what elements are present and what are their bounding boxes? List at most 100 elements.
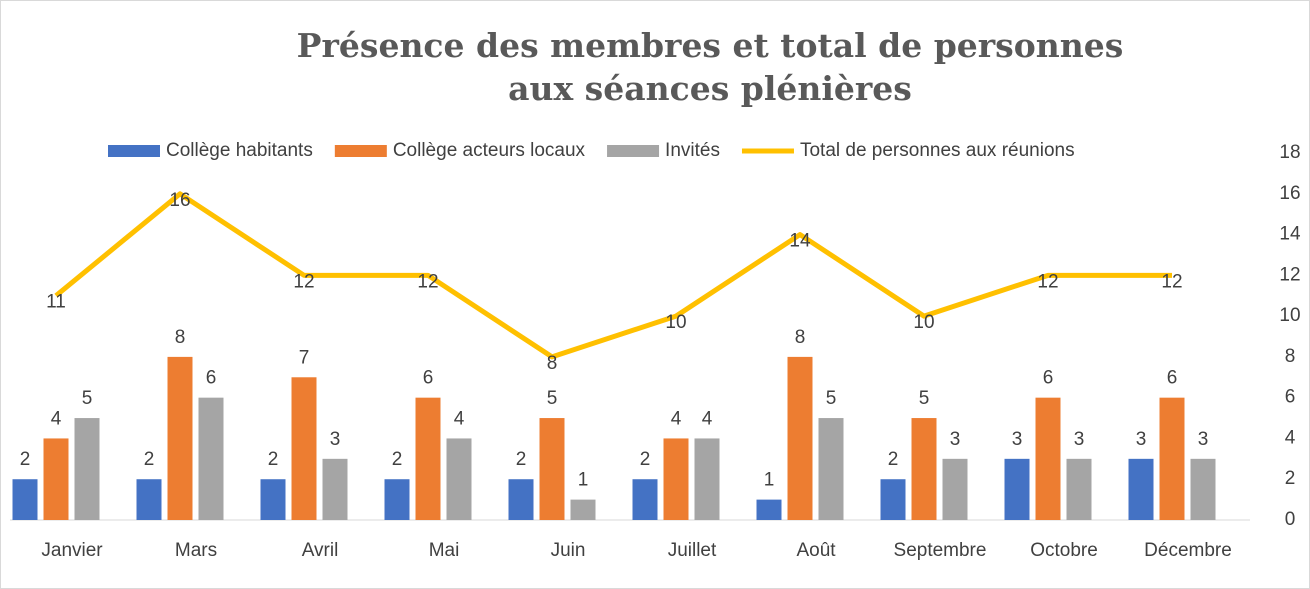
data-label: 4 — [51, 408, 62, 429]
data-label: 11 — [46, 292, 66, 313]
bar — [198, 397, 224, 520]
x-tick-label: Octobre — [1030, 540, 1098, 561]
x-tick-label: Septembre — [894, 540, 987, 561]
legend-item: Collège habitants — [108, 140, 313, 161]
bar — [291, 377, 317, 520]
bar — [818, 418, 844, 520]
bar — [570, 499, 596, 520]
data-label: 3 — [1074, 429, 1085, 450]
y-tick-label: 14 — [1279, 224, 1301, 245]
data-label: 2 — [392, 449, 403, 470]
bar — [1004, 458, 1030, 520]
data-label: 12 — [293, 271, 314, 292]
data-label: 8 — [795, 327, 806, 348]
bar — [136, 479, 162, 520]
y-tick-label: 2 — [1285, 468, 1296, 489]
y-tick-label: 0 — [1285, 509, 1296, 530]
data-label: 6 — [1167, 368, 1178, 389]
legend-label: Collège habitants — [166, 140, 313, 161]
bar — [1128, 458, 1154, 520]
data-label: 6 — [1043, 368, 1054, 389]
bar — [415, 397, 441, 520]
data-label: 4 — [671, 408, 682, 429]
bar — [260, 479, 286, 520]
data-label: 6 — [206, 368, 217, 389]
bar — [663, 438, 689, 520]
legend-item: Invités — [607, 140, 720, 161]
bar — [167, 356, 193, 520]
bar — [446, 438, 472, 520]
data-label: 2 — [20, 449, 31, 470]
bar — [911, 418, 937, 520]
bar — [756, 499, 782, 520]
bar — [43, 438, 69, 520]
data-label: 5 — [547, 388, 558, 409]
y-tick-label: 12 — [1279, 264, 1300, 285]
data-label: 2 — [516, 449, 527, 470]
data-label: 5 — [826, 388, 837, 409]
data-label: 12 — [1037, 271, 1058, 292]
legend-swatch — [607, 145, 660, 157]
y-tick-label: 8 — [1285, 346, 1296, 367]
bar — [694, 438, 720, 520]
x-tick-label: Juin — [551, 540, 586, 561]
bar — [12, 479, 38, 520]
data-label: 12 — [1161, 271, 1182, 292]
bar — [632, 479, 658, 520]
bar — [508, 479, 534, 520]
x-tick-label: Décembre — [1144, 540, 1232, 561]
data-label: 16 — [169, 190, 190, 211]
data-label: 3 — [950, 429, 961, 450]
legend-label: Total de personnes aux réunions — [800, 140, 1075, 161]
data-label: 4 — [454, 408, 465, 429]
legend-item: Total de personnes aux réunions — [741, 140, 1075, 161]
bar — [1035, 397, 1061, 520]
y-tick-label: 4 — [1285, 427, 1296, 448]
data-label: 12 — [417, 271, 438, 292]
data-label: 2 — [268, 449, 279, 470]
data-label: 5 — [919, 388, 930, 409]
data-label: 2 — [640, 449, 651, 470]
data-label: 2 — [144, 449, 155, 470]
bar — [787, 356, 813, 520]
data-label: 8 — [547, 353, 558, 374]
legend-label: Collège acteurs locaux — [393, 140, 586, 161]
y-tick-label: 6 — [1285, 387, 1296, 408]
x-tick-label: Mars — [175, 540, 217, 561]
bar — [1159, 397, 1185, 520]
bar — [539, 418, 565, 520]
data-label: 1 — [764, 470, 775, 491]
data-label: 3 — [330, 429, 341, 450]
bar — [1066, 458, 1092, 520]
legend-swatch — [108, 145, 160, 157]
x-tick-label: Mai — [429, 540, 460, 561]
data-label: 3 — [1136, 429, 1147, 450]
y-tick-label: 16 — [1279, 183, 1300, 204]
data-label: 8 — [175, 327, 186, 348]
data-label: 6 — [423, 368, 434, 389]
bar — [880, 479, 906, 520]
x-tick-label: Août — [796, 540, 836, 561]
data-label: 3 — [1012, 429, 1023, 450]
data-label: 3 — [1198, 429, 1209, 450]
data-label: 14 — [789, 231, 811, 252]
y-tick-label: 10 — [1279, 305, 1300, 326]
data-label: 10 — [665, 312, 686, 333]
legend-swatch — [334, 145, 387, 157]
data-label: 10 — [913, 312, 934, 333]
legend-item: Collège acteurs locaux — [334, 140, 586, 161]
line — [54, 191, 1172, 360]
x-tick-label: Avril — [302, 540, 339, 561]
x-tick-label: Janvier — [41, 540, 103, 561]
bar — [1190, 458, 1216, 520]
bar — [74, 418, 100, 520]
data-label: 1 — [578, 470, 589, 491]
x-tick-label: Juillet — [668, 540, 717, 561]
bar — [384, 479, 410, 520]
data-label: 2 — [888, 449, 899, 470]
data-label: 7 — [299, 347, 310, 368]
bar — [322, 458, 348, 520]
y-tick-label: 18 — [1279, 142, 1300, 163]
data-label: 5 — [82, 388, 93, 409]
